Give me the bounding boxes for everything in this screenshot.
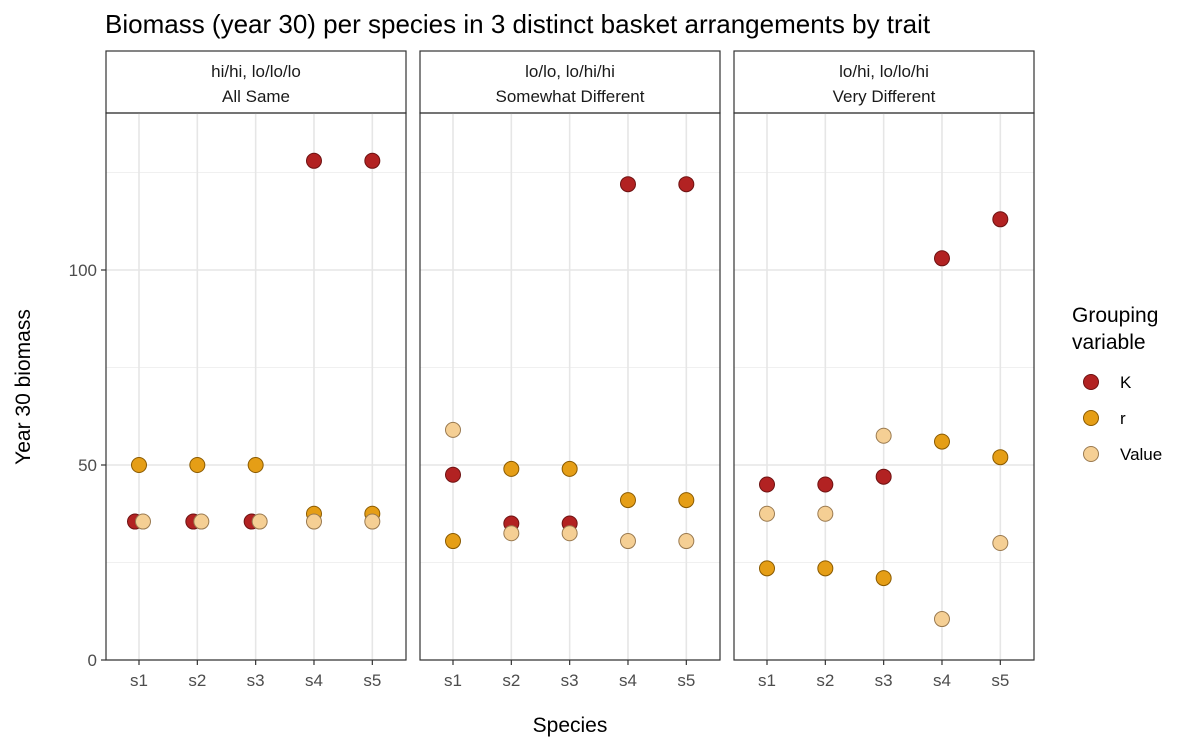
facet-strip-label-line2: Very Different bbox=[833, 87, 936, 106]
point-r-s2 bbox=[503, 460, 520, 477]
legend-key-r bbox=[1083, 410, 1099, 426]
legend-label-value: Value bbox=[1120, 445, 1162, 464]
legend-key-k bbox=[1083, 374, 1099, 390]
point-value-s3 bbox=[251, 513, 268, 530]
point-k-s1 bbox=[445, 466, 461, 483]
legend-title-line: variable bbox=[1072, 331, 1146, 354]
point-k-s5 bbox=[992, 211, 1009, 228]
facet-strip-label-line1: lo/hi, lo/lo/hi bbox=[839, 62, 929, 81]
point-r-s5 bbox=[678, 492, 695, 509]
x-tick-label: s2 bbox=[502, 671, 520, 690]
x-tick-label: s2 bbox=[188, 671, 206, 690]
point-value-s3 bbox=[561, 525, 578, 542]
point-value-s1 bbox=[759, 505, 775, 522]
point-r-s1 bbox=[131, 457, 147, 473]
x-tick-label: s1 bbox=[444, 671, 462, 690]
y-axis: 0 50 100 bbox=[69, 261, 106, 670]
facet-strip-3 bbox=[733, 50, 1035, 114]
facet-strip-label-line2: All Same bbox=[222, 87, 290, 106]
point-r-s1 bbox=[445, 533, 461, 550]
point-value-s2 bbox=[503, 525, 520, 542]
y-tick-label: 100 bbox=[69, 261, 97, 280]
legend-key-value bbox=[1083, 446, 1099, 462]
point-value-s1 bbox=[445, 421, 461, 438]
x-tick-label: s3 bbox=[561, 671, 579, 690]
point-r-s3 bbox=[247, 457, 264, 473]
point-k-s2 bbox=[817, 476, 834, 493]
point-r-s3 bbox=[875, 570, 892, 587]
x-tick-label: s3 bbox=[875, 671, 893, 690]
y-axis-title: Year 30 biomass bbox=[12, 309, 35, 465]
facet-strip-1 bbox=[105, 50, 407, 114]
point-value-s5 bbox=[992, 535, 1009, 551]
legend-label-r: r bbox=[1120, 409, 1126, 428]
point-value-s2 bbox=[817, 505, 834, 522]
x-tick-label: s2 bbox=[816, 671, 834, 690]
point-value-s5 bbox=[678, 533, 695, 550]
facet-panel-2: lo/lo, lo/hi/hi Somewhat Different s1 s2 s3 s… bbox=[419, 50, 721, 690]
point-k-s3 bbox=[875, 468, 892, 485]
x-tick-label: s5 bbox=[991, 671, 1009, 690]
x-tick-label: s4 bbox=[933, 671, 951, 690]
point-value-s4 bbox=[305, 513, 322, 530]
point-r-s3 bbox=[561, 460, 578, 477]
point-value-s5 bbox=[364, 513, 381, 530]
point-k-s4 bbox=[305, 152, 322, 169]
facet-panel-3: lo/hi, lo/lo/hi Very Different s1 s2 s3 s4 s5 bbox=[733, 50, 1035, 690]
point-r-s1 bbox=[759, 560, 775, 577]
point-k-s5 bbox=[678, 176, 695, 193]
point-value-s4 bbox=[933, 611, 950, 628]
legend-label-k: K bbox=[1120, 373, 1132, 392]
point-k-s4 bbox=[933, 250, 950, 267]
y-tick-label: 0 bbox=[88, 651, 97, 670]
legend-title-line: Grouping bbox=[1072, 304, 1158, 327]
point-r-s5 bbox=[992, 449, 1009, 466]
point-value-s3 bbox=[875, 427, 892, 444]
point-k-s1 bbox=[759, 476, 775, 493]
x-tick-label: s1 bbox=[130, 671, 148, 690]
point-value-s2 bbox=[193, 513, 210, 530]
x-tick-label: s1 bbox=[758, 671, 776, 690]
x-axis-title: Species bbox=[533, 714, 608, 737]
point-k-s5 bbox=[364, 152, 381, 169]
point-value-s1 bbox=[135, 513, 151, 530]
x-tick-label: s3 bbox=[247, 671, 265, 690]
facet-strip-label-line1: hi/hi, lo/lo/lo bbox=[211, 62, 301, 81]
point-r-s2 bbox=[189, 457, 206, 473]
x-tick-label: s5 bbox=[363, 671, 381, 690]
point-value-s4 bbox=[619, 533, 636, 550]
facet-strip-label-line1: lo/lo, lo/hi/hi bbox=[525, 62, 615, 81]
y-tick-label: 50 bbox=[78, 456, 97, 475]
x-tick-label: s5 bbox=[677, 671, 695, 690]
point-r-s4 bbox=[619, 492, 636, 509]
point-r-s2 bbox=[817, 560, 834, 577]
legend: Grouping variable Kr Value bbox=[1072, 304, 1162, 464]
point-r-s4 bbox=[933, 433, 950, 450]
facet-strip-label-line2: Somewhat Different bbox=[496, 87, 645, 106]
facet-panel-1: hi/hi, lo/lo/lo All Same s1 s2 s3 s4 s5 bbox=[105, 50, 407, 690]
chart-title: Biomass (year 30) per species in 3 disti… bbox=[105, 9, 931, 39]
x-tick-label: s4 bbox=[305, 671, 323, 690]
point-k-s4 bbox=[619, 176, 636, 193]
x-tick-label: s4 bbox=[619, 671, 637, 690]
